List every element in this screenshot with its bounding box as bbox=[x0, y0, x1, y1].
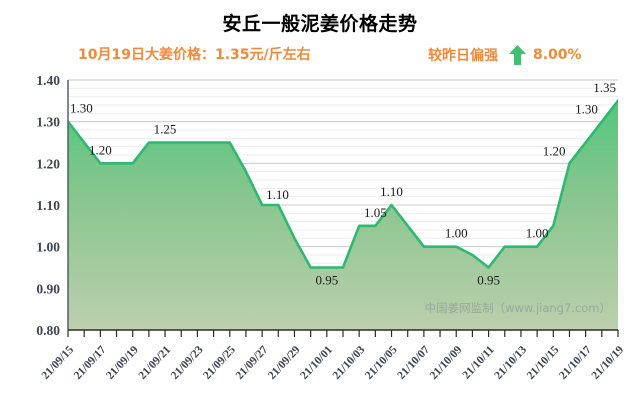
x-axis-tick-label: 21/09/25 bbox=[201, 344, 238, 382]
data-point-label: 1.10 bbox=[266, 187, 289, 202]
x-axis-tick-label: 21/09/29 bbox=[266, 344, 303, 382]
x-axis-tick-label: 21/09/17 bbox=[72, 344, 109, 382]
data-point-label: 0.95 bbox=[315, 273, 338, 288]
y-axis-tick-label: 1.10 bbox=[36, 198, 60, 213]
x-axis-ticks: 21/09/1521/09/1721/09/1921/09/2121/09/23… bbox=[40, 330, 627, 382]
price-area-series bbox=[68, 99, 618, 330]
current-price-text: 10月19日大姜价格：1.35元/斤左右 bbox=[78, 47, 311, 63]
x-axis-tick-label: 21/09/27 bbox=[234, 344, 271, 382]
x-axis-tick-label: 21/10/09 bbox=[428, 344, 465, 382]
data-point-label: 1.25 bbox=[154, 122, 177, 137]
x-axis-tick-label: 21/10/15 bbox=[525, 344, 562, 382]
data-point-label: 1.30 bbox=[575, 102, 598, 117]
y-axis-tick-label: 1.40 bbox=[36, 73, 60, 88]
y-axis-tick-label: 1.00 bbox=[36, 240, 60, 255]
data-point-label: 0.95 bbox=[477, 273, 500, 288]
y-axis-tick-label: 0.90 bbox=[36, 281, 60, 296]
arrow-up-icon bbox=[509, 45, 526, 65]
trend-percent: 8.00% bbox=[533, 47, 582, 63]
x-axis-tick-label: 21/09/15 bbox=[40, 344, 77, 382]
trend-indicator: 较昨日偏强 8.00% bbox=[428, 44, 582, 66]
data-point-labels: 1.30 1.20 1.25 1.10 0.95 1.05 1.10 1.00 0.95 1.00… bbox=[70, 80, 616, 288]
y-axis-tick-label: 1.20 bbox=[36, 156, 60, 171]
x-axis-tick-label: 21/10/01 bbox=[298, 344, 335, 382]
subtitle-row: 10月19日大姜价格：1.35元/斤左右 较昨日偏强 8.00% bbox=[0, 44, 640, 70]
x-axis-tick-label: 21/10/07 bbox=[395, 344, 432, 382]
x-axis-tick-label: 21/10/17 bbox=[557, 344, 594, 382]
watermark: 中国姜网监制（www.jiang7.com） bbox=[425, 301, 611, 315]
y-axis-tick-label: 1.30 bbox=[36, 115, 60, 130]
page-title: 安丘一般泥姜价格走势 bbox=[222, 13, 418, 35]
x-axis-tick-label: 21/10/19 bbox=[590, 344, 627, 382]
data-point-label: 1.10 bbox=[380, 184, 403, 199]
data-point-label: 1.30 bbox=[70, 101, 93, 116]
x-axis-tick-label: 21/10/05 bbox=[363, 344, 400, 382]
y-axis-tick-label: 0.80 bbox=[36, 323, 60, 338]
y-axis-ticks: 0.80 0.90 1.00 1.10 1.20 1.30 1.40 bbox=[36, 73, 60, 338]
data-point-label: 1.00 bbox=[526, 226, 549, 241]
data-point-label: 1.35 bbox=[593, 80, 616, 95]
data-point-label: 1.20 bbox=[543, 143, 566, 158]
x-axis-tick-label: 21/10/11 bbox=[461, 344, 497, 382]
x-axis-tick-label: 21/09/19 bbox=[104, 344, 141, 382]
x-axis-tick-label: 21/10/13 bbox=[492, 344, 529, 382]
x-axis-tick-label: 21/09/23 bbox=[169, 344, 206, 382]
data-point-label: 1.20 bbox=[89, 142, 112, 157]
x-axis-tick-label: 21/10/03 bbox=[331, 344, 368, 382]
trend-label: 较昨日偏强 bbox=[428, 48, 498, 64]
x-axis-tick-label: 21/09/21 bbox=[137, 344, 174, 382]
data-point-label: 1.00 bbox=[445, 226, 468, 241]
data-point-label: 1.05 bbox=[364, 205, 387, 220]
